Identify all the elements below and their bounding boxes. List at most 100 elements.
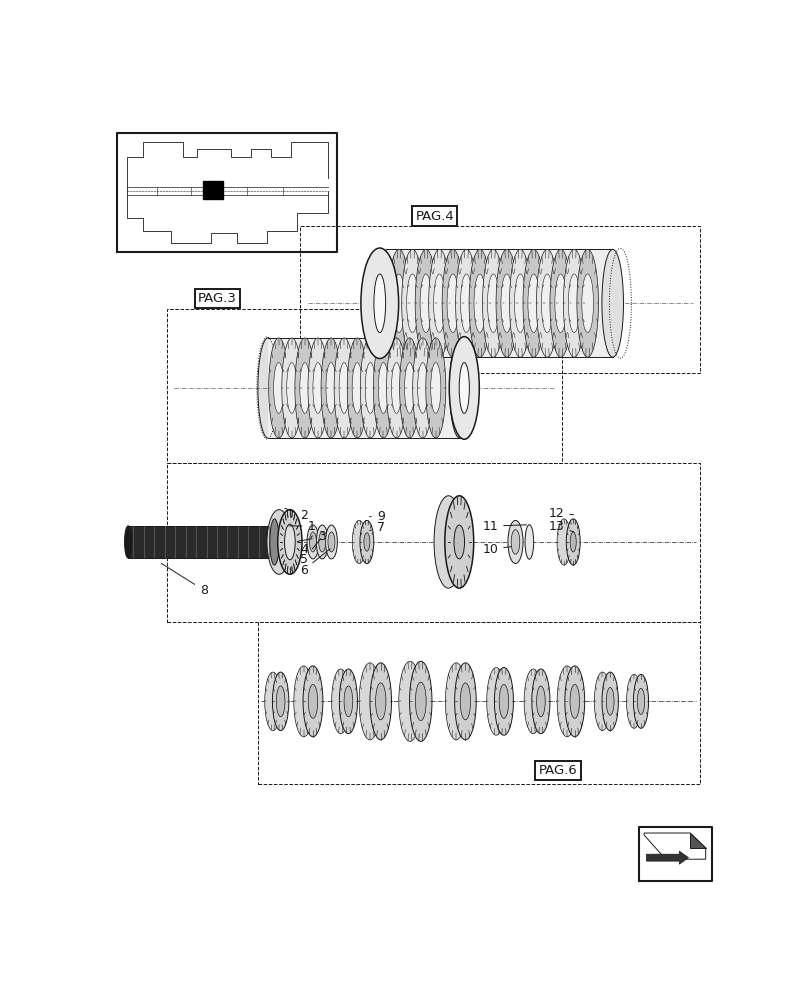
- Ellipse shape: [564, 666, 584, 737]
- Ellipse shape: [124, 526, 131, 558]
- Ellipse shape: [601, 672, 618, 731]
- Ellipse shape: [499, 684, 508, 718]
- Ellipse shape: [370, 663, 391, 740]
- Ellipse shape: [273, 363, 283, 413]
- Text: PAG.3: PAG.3: [198, 292, 237, 305]
- Text: 1: 1: [289, 520, 315, 533]
- Ellipse shape: [428, 249, 449, 357]
- Ellipse shape: [258, 338, 277, 438]
- Ellipse shape: [307, 525, 319, 559]
- Ellipse shape: [454, 663, 475, 740]
- Ellipse shape: [563, 249, 584, 357]
- Ellipse shape: [406, 274, 418, 333]
- Ellipse shape: [359, 520, 373, 564]
- Polygon shape: [387, 249, 612, 357]
- Text: 8: 8: [161, 563, 208, 597]
- Text: 2: 2: [285, 508, 307, 522]
- Ellipse shape: [581, 274, 593, 333]
- Text: 5: 5: [299, 539, 320, 566]
- Polygon shape: [268, 338, 459, 438]
- Ellipse shape: [334, 338, 354, 438]
- Text: PAG.4: PAG.4: [414, 210, 453, 223]
- Ellipse shape: [434, 496, 462, 588]
- Ellipse shape: [487, 274, 499, 333]
- Ellipse shape: [360, 248, 398, 359]
- Ellipse shape: [536, 686, 544, 717]
- Ellipse shape: [365, 363, 375, 413]
- Ellipse shape: [352, 520, 366, 564]
- Text: PAG.6: PAG.6: [538, 764, 577, 777]
- Ellipse shape: [460, 683, 470, 720]
- Ellipse shape: [469, 249, 490, 357]
- Ellipse shape: [276, 686, 285, 717]
- Ellipse shape: [415, 682, 426, 721]
- Ellipse shape: [299, 363, 310, 413]
- Ellipse shape: [541, 274, 552, 333]
- Ellipse shape: [514, 274, 526, 333]
- Ellipse shape: [388, 249, 410, 357]
- Ellipse shape: [401, 249, 423, 357]
- Ellipse shape: [637, 688, 644, 714]
- Ellipse shape: [554, 274, 566, 333]
- Ellipse shape: [268, 338, 289, 438]
- Ellipse shape: [531, 669, 549, 734]
- Ellipse shape: [318, 532, 325, 552]
- Ellipse shape: [511, 530, 519, 554]
- Ellipse shape: [500, 274, 512, 333]
- Ellipse shape: [460, 274, 472, 333]
- Ellipse shape: [525, 525, 533, 559]
- Text: 13: 13: [548, 520, 573, 533]
- Ellipse shape: [331, 669, 350, 734]
- Ellipse shape: [486, 667, 505, 735]
- Text: 12: 12: [548, 507, 573, 520]
- Text: 9: 9: [369, 510, 384, 523]
- Ellipse shape: [494, 667, 513, 735]
- Ellipse shape: [626, 674, 641, 728]
- Ellipse shape: [307, 338, 328, 438]
- Ellipse shape: [576, 249, 598, 357]
- Ellipse shape: [267, 510, 291, 574]
- Ellipse shape: [455, 249, 477, 357]
- Ellipse shape: [378, 363, 388, 413]
- Ellipse shape: [344, 686, 352, 717]
- Ellipse shape: [536, 249, 557, 357]
- Ellipse shape: [523, 669, 542, 734]
- Ellipse shape: [508, 249, 530, 357]
- Ellipse shape: [433, 274, 444, 333]
- Ellipse shape: [373, 338, 393, 438]
- Ellipse shape: [269, 519, 279, 565]
- Ellipse shape: [409, 661, 431, 741]
- Ellipse shape: [347, 338, 367, 438]
- Ellipse shape: [363, 533, 369, 551]
- Ellipse shape: [312, 363, 323, 413]
- Ellipse shape: [398, 661, 421, 741]
- Ellipse shape: [568, 274, 579, 333]
- Ellipse shape: [277, 510, 302, 574]
- Ellipse shape: [569, 684, 579, 718]
- Ellipse shape: [309, 532, 316, 552]
- Ellipse shape: [325, 525, 337, 559]
- Ellipse shape: [373, 274, 385, 333]
- Ellipse shape: [425, 338, 445, 438]
- Ellipse shape: [448, 337, 478, 439]
- Ellipse shape: [606, 687, 613, 715]
- Ellipse shape: [601, 249, 623, 357]
- Ellipse shape: [445, 663, 466, 740]
- Polygon shape: [643, 833, 705, 859]
- Ellipse shape: [417, 363, 427, 413]
- Text: 3: 3: [297, 530, 325, 543]
- Ellipse shape: [449, 338, 469, 438]
- Ellipse shape: [316, 525, 328, 559]
- Ellipse shape: [399, 338, 419, 438]
- Ellipse shape: [286, 363, 297, 413]
- Ellipse shape: [594, 672, 610, 731]
- Ellipse shape: [412, 338, 432, 438]
- Ellipse shape: [375, 683, 385, 720]
- Text: 7: 7: [369, 521, 384, 534]
- Polygon shape: [689, 833, 705, 848]
- Text: 6: 6: [299, 549, 329, 577]
- Bar: [203, 181, 223, 199]
- Ellipse shape: [633, 674, 648, 728]
- Ellipse shape: [419, 274, 431, 333]
- Ellipse shape: [549, 249, 571, 357]
